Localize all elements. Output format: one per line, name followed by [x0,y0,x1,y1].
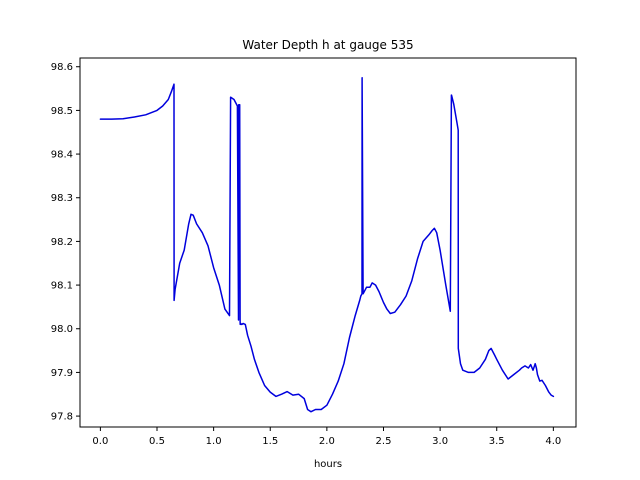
y-tick-label: 98.4 [51,150,73,161]
series-layer [99,76,555,413]
x-axis-label: hours [314,459,342,470]
y-tick-label: 98.0 [51,324,73,335]
x-tick-label: 3.5 [489,436,505,447]
plot-area [79,57,577,428]
y-tick-label: 98.6 [51,62,73,73]
chart-title: Water Depth h at gauge 535 [242,38,413,52]
x-tick-label: 2.5 [376,436,392,447]
y-tick-label: 98.2 [51,237,73,248]
plot-frame [79,57,577,428]
x-tick-label: 1.0 [206,436,222,447]
y-tick-label: 98.1 [51,281,73,292]
x-tick-label: 3.0 [432,436,448,447]
y-tick-label: 97.9 [51,368,73,379]
x-tick-label: 0.0 [92,436,108,447]
x-tick-label: 2.0 [319,436,335,447]
y-tick-label: 98.5 [51,106,73,117]
x-tick-label: 4.0 [545,436,561,447]
y-tick-label: 98.3 [51,193,73,204]
x-tick-label: 1.5 [262,436,278,447]
y-axis: 97.8 97.9 98.0 98.1 98.2 98.3 98.4 98.5 98.6 [51,62,80,423]
x-axis: 0.0 0.5 1.0 1.5 2.0 2.5 3.0 3.5 4.0 [92,427,561,447]
series-line-water-depth [99,76,555,413]
y-tick-label: 97.8 [51,412,73,423]
x-tick-label: 0.5 [149,436,165,447]
